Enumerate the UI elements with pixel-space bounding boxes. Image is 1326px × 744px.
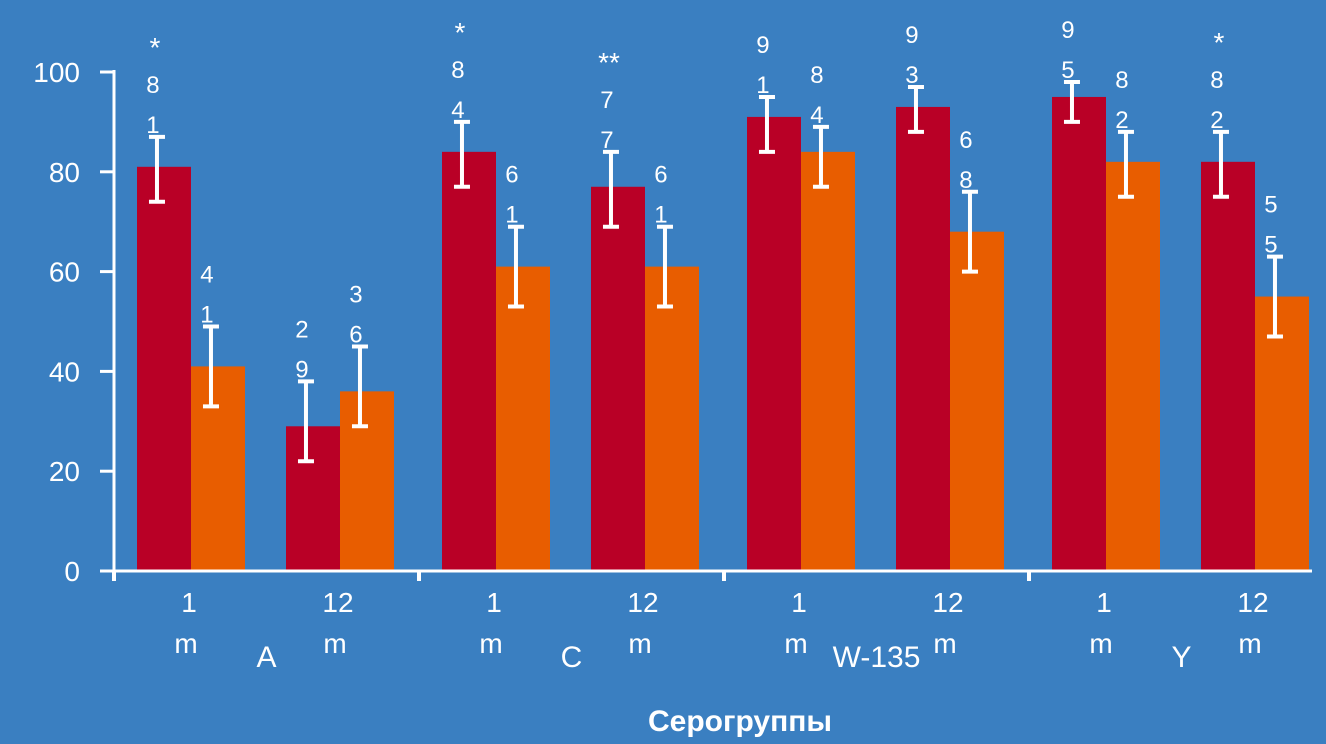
bar-series-2: [801, 151, 855, 571]
x-subgroup-label: 12: [627, 587, 658, 618]
data-label: 4: [200, 261, 213, 288]
x-subgroup-label: 1: [1096, 587, 1112, 618]
bar-series-1: [1052, 96, 1106, 571]
bar-series-1: [137, 166, 191, 571]
bar-series-2: [950, 231, 1004, 571]
x-subgroup-label: m: [784, 628, 807, 659]
data-label: 8: [1210, 67, 1223, 94]
x-subgroup-label: m: [1089, 628, 1112, 659]
y-tick-label: 100: [33, 57, 80, 88]
data-label: 9: [905, 22, 918, 49]
significance-marker: *: [909, 0, 920, 13]
bar-series-1: [442, 151, 496, 571]
data-label: 1: [200, 301, 213, 328]
data-label: 1: [756, 72, 769, 99]
x-subgroup-label: m: [174, 628, 197, 659]
labels-layer: A1m81*4112m2936C1m84*6112m77**61W-1351m9…: [146, 0, 1277, 674]
x-subgroup-label: 12: [322, 587, 353, 618]
data-label: 6: [505, 162, 518, 189]
x-group-label: C: [561, 641, 583, 674]
data-label: 6: [349, 321, 362, 348]
data-label: 8: [810, 62, 823, 89]
x-subgroup-label: 12: [1237, 587, 1268, 618]
data-label: 9: [295, 356, 308, 383]
y-tick-label: 0: [64, 556, 80, 587]
bar-series-2: [191, 366, 245, 571]
x-subgroup-label: 12: [932, 587, 963, 618]
x-axis-title: Серогруппы: [648, 705, 832, 738]
data-label: 6: [959, 127, 972, 154]
data-label: 1: [505, 202, 518, 229]
data-label: 3: [905, 62, 918, 89]
data-label: 5: [1264, 192, 1277, 219]
data-label: 5: [1061, 57, 1074, 84]
x-group-label: Y: [1171, 641, 1191, 674]
x-subgroup-label: m: [323, 628, 346, 659]
bar-series-1: [747, 116, 801, 571]
data-label: 8: [146, 72, 159, 99]
data-label: 4: [810, 102, 823, 129]
bar-series-2: [645, 266, 699, 571]
significance-marker: *: [455, 17, 466, 48]
data-label: 2: [295, 316, 308, 343]
data-label: 8: [451, 57, 464, 84]
bar-series-2: [340, 391, 394, 571]
x-subgroup-label: m: [479, 628, 502, 659]
data-label: 4: [451, 97, 464, 124]
data-label: 5: [1264, 232, 1277, 259]
y-tick-label: 20: [49, 456, 80, 487]
x-group-label: W-135: [833, 641, 921, 674]
bar-series-1: [591, 186, 645, 571]
data-label: 9: [756, 32, 769, 59]
bar-series-2: [1106, 161, 1160, 571]
data-label: 2: [1210, 107, 1223, 134]
x-subgroup-label: 1: [791, 587, 807, 618]
significance-marker: *: [150, 32, 161, 63]
x-subgroup-label: m: [933, 628, 956, 659]
significance-marker: *: [1065, 0, 1076, 8]
significance-marker: **: [598, 47, 620, 78]
x-subgroup-label: m: [628, 628, 651, 659]
data-label: 7: [600, 127, 613, 154]
bar-series-1: [286, 426, 340, 571]
bars-layer: [137, 79, 1309, 572]
bar-series-1: [896, 106, 950, 572]
bar-series-1: [1201, 161, 1255, 571]
x-subgroup-label: 1: [486, 587, 502, 618]
y-tick-label: 80: [49, 157, 80, 188]
data-label: 3: [349, 281, 362, 308]
x-subgroup-label: m: [1238, 628, 1261, 659]
y-tick-label: 60: [49, 257, 80, 288]
axes-layer: 0 20 40 60 80 100: [33, 57, 1312, 587]
data-label: 2: [1115, 107, 1128, 134]
significance-marker: *: [1214, 27, 1225, 58]
x-subgroup-label: 1: [181, 587, 197, 618]
x-group-label: A: [256, 641, 276, 674]
data-label: 8: [959, 167, 972, 194]
data-label: 8: [1115, 67, 1128, 94]
data-label: 1: [146, 112, 159, 139]
y-tick-label: 40: [49, 356, 80, 387]
data-label: 1: [654, 202, 667, 229]
data-label: 7: [600, 87, 613, 114]
bar-series-2: [1255, 296, 1309, 571]
data-label: 9: [1061, 17, 1074, 44]
data-label: 6: [654, 162, 667, 189]
bar-series-2: [496, 266, 550, 571]
